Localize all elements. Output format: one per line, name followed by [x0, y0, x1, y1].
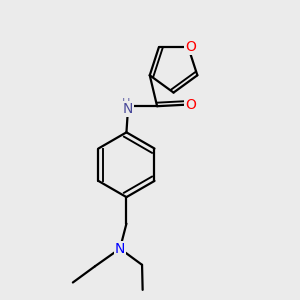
Text: O: O [185, 40, 196, 54]
Text: O: O [185, 98, 196, 112]
Text: H: H [122, 98, 130, 108]
Text: N: N [123, 102, 133, 116]
Text: N: N [115, 242, 125, 256]
